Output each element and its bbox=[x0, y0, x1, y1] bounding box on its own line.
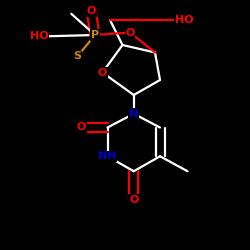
Text: O: O bbox=[98, 68, 107, 78]
Text: S: S bbox=[74, 51, 82, 61]
Text: O: O bbox=[76, 122, 86, 132]
Text: O: O bbox=[129, 195, 138, 205]
Text: NH: NH bbox=[98, 151, 117, 161]
Text: O: O bbox=[125, 28, 135, 38]
Text: O: O bbox=[86, 6, 96, 16]
Text: HO: HO bbox=[30, 31, 49, 41]
Text: N: N bbox=[129, 109, 138, 119]
Text: P: P bbox=[91, 30, 99, 40]
Text: HO: HO bbox=[175, 15, 194, 25]
